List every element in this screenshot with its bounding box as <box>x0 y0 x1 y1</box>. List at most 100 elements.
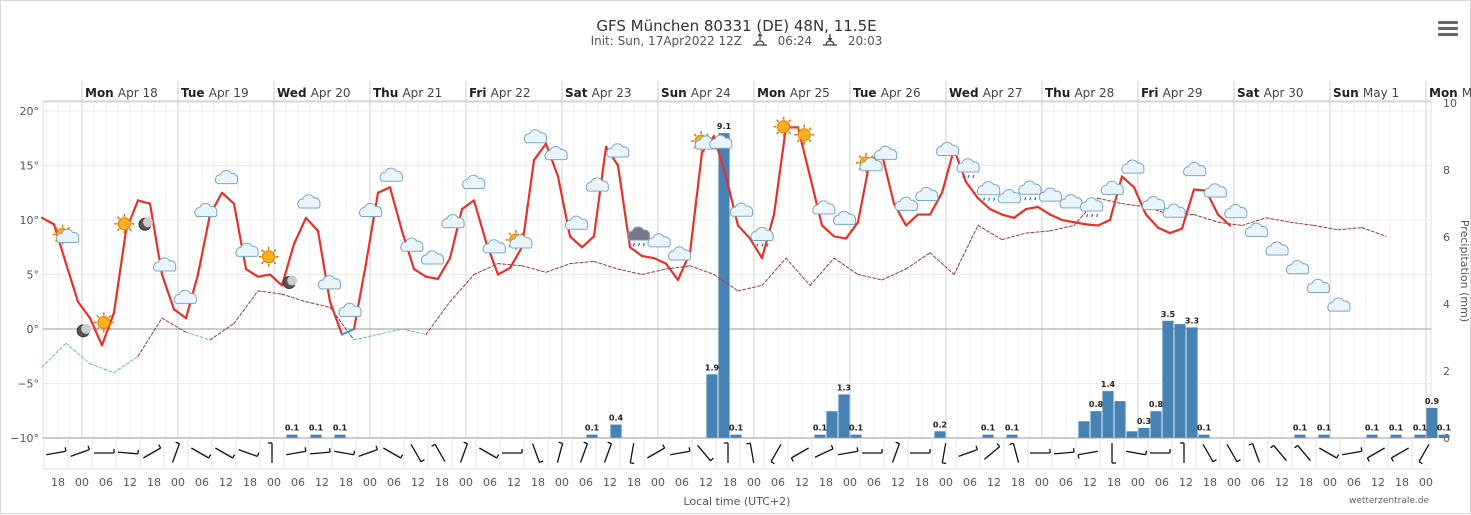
wind-barb <box>670 451 690 454</box>
precip-label: 0.8 <box>1089 400 1104 409</box>
wind-barb <box>984 447 999 460</box>
wind-barb-tick <box>1337 455 1339 458</box>
hour-tick-label: 00 <box>1131 476 1145 489</box>
wind-barb-tick <box>976 446 977 450</box>
precip-label: 0.1 <box>729 424 744 433</box>
hour-tick-label: 18 <box>819 476 833 489</box>
hour-tick-label: 00 <box>1419 476 1433 489</box>
wind-barb <box>1274 445 1287 460</box>
wind-barb <box>1298 445 1311 460</box>
hour-tick-label: 06 <box>291 476 305 489</box>
precip-label: 0.4 <box>609 414 624 423</box>
wind-barb <box>581 444 588 463</box>
wind-barb <box>647 448 664 458</box>
wind-barb <box>479 448 496 458</box>
hour-tick-label: 00 <box>171 476 185 489</box>
wind-barb <box>1253 444 1260 463</box>
precip-bar <box>611 425 622 438</box>
hour-tick-label: 06 <box>1059 476 1073 489</box>
wind-barb-tick <box>1249 444 1253 445</box>
wind-barb <box>71 450 90 457</box>
wind-barb-tick <box>997 444 1000 447</box>
wind-barb-tick <box>1271 445 1274 448</box>
hour-tick-label: 00 <box>75 476 89 489</box>
wind-barb <box>118 452 138 454</box>
precip-bar <box>1367 435 1378 438</box>
wind-barb <box>1227 444 1237 461</box>
wind-barb <box>533 444 540 463</box>
day-label: Sat Apr 23 <box>565 86 632 100</box>
precip-label: 0.1 <box>1005 424 1020 433</box>
wind-barb <box>310 452 330 454</box>
y-right-tick-label: 4 <box>1443 298 1450 311</box>
precip-label: 3.5 <box>1161 310 1176 319</box>
day-label: Fri Apr 22 <box>469 86 530 100</box>
precip-bar <box>1199 435 1210 438</box>
hour-tick-label: 12 <box>1275 476 1289 489</box>
hour-tick-label: 12 <box>891 476 905 489</box>
wind-barb <box>286 451 306 454</box>
wind-barb <box>1391 448 1408 458</box>
precip-bar <box>1427 408 1438 438</box>
precip-bar <box>1007 435 1018 438</box>
y-right-tick-label: 2 <box>1443 365 1450 378</box>
precip-bar <box>815 435 826 438</box>
precip-bar <box>1127 431 1138 438</box>
hour-tick-label: 12 <box>603 476 617 489</box>
wind-barb-tick <box>1419 462 1422 464</box>
precip-label: 0.1 <box>1365 424 1380 433</box>
wind-barb <box>959 450 978 457</box>
y-right-tick-label: 0 <box>1443 432 1450 445</box>
hour-tick-label: 18 <box>1011 476 1025 489</box>
hour-tick-label: 06 <box>483 476 497 489</box>
hour-tick-label: 06 <box>1347 476 1361 489</box>
hour-tick-label: 18 <box>915 476 929 489</box>
hour-tick-label: 12 <box>795 476 809 489</box>
y-left-tick-label: 0° <box>27 323 40 336</box>
wind-barb <box>1054 452 1074 454</box>
wind-barb-tick <box>771 462 774 464</box>
t2m-segment <box>1194 189 1206 190</box>
precip-label: 0.9 <box>1425 397 1440 406</box>
wind-barb-tick <box>1213 460 1216 462</box>
precip-bar <box>587 435 598 438</box>
precip-bar <box>1319 435 1330 438</box>
hour-tick-label: 12 <box>699 476 713 489</box>
wind-barb-tick <box>710 458 713 461</box>
day-label: Sun May 1 <box>1333 86 1399 100</box>
precip-bar <box>1439 435 1450 438</box>
hour-tick-label: 00 <box>747 476 761 489</box>
precip-label: 0.3 <box>1137 417 1151 426</box>
hour-tick-label: 06 <box>963 476 977 489</box>
hour-tick-label: 06 <box>99 476 113 489</box>
hour-tick-label: 18 <box>339 476 353 489</box>
wind-barb <box>1419 444 1429 461</box>
precip-label: 0.1 <box>1413 424 1428 433</box>
hour-tick-label: 00 <box>939 476 953 489</box>
precip-bar <box>731 435 742 438</box>
wind-barb-tick <box>176 442 180 443</box>
y-left-tick-label: 20° <box>20 105 40 118</box>
wind-barb <box>435 444 445 461</box>
precip-bar <box>287 435 298 438</box>
hour-tick-label: 00 <box>555 476 569 489</box>
hour-tick-label: 18 <box>147 476 161 489</box>
wind-barb-tick <box>1367 458 1369 461</box>
y-left-tick-label: −10° <box>10 432 39 445</box>
hour-tick-label: 12 <box>987 476 1001 489</box>
wind-barb <box>411 444 421 461</box>
wind-barb <box>1203 444 1213 461</box>
sun-icon <box>794 125 814 145</box>
sun-icon <box>259 247 279 267</box>
precip-label: 0.1 <box>585 424 600 433</box>
wind-barb-tick <box>88 446 89 450</box>
precip-bar <box>1091 411 1102 438</box>
wind-barb <box>1367 448 1384 458</box>
y-left-tick-label: 15° <box>20 160 40 173</box>
day-label: Mon Apr 25 <box>757 86 830 100</box>
hour-tick-label: 18 <box>627 476 641 489</box>
wind-barb <box>1078 451 1098 454</box>
precip-label: 0.1 <box>849 424 864 433</box>
hour-tick-label: 12 <box>123 476 137 489</box>
wind-barb <box>46 451 66 454</box>
